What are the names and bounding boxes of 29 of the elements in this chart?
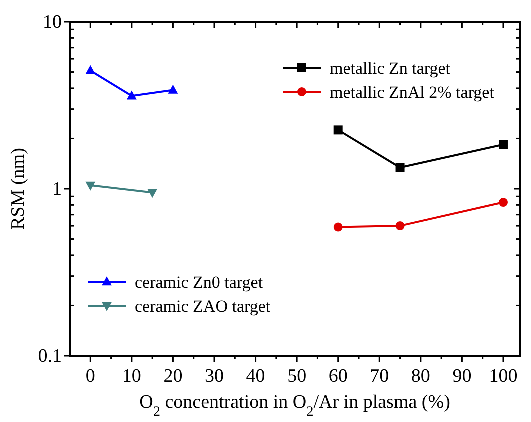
point — [126, 90, 137, 100]
x-tick-label: 60 — [328, 366, 348, 387]
legend-label: ceramic ZAO target — [135, 297, 271, 316]
point — [498, 198, 508, 208]
x-tick-label: 0 — [86, 366, 96, 387]
y-tick-label: 10 — [43, 12, 62, 33]
x-tick-label: 20 — [164, 366, 183, 387]
point — [396, 222, 405, 231]
point — [396, 163, 405, 172]
x-tick-label: 70 — [370, 366, 390, 387]
legend-label: metallic ZnAl 2% target — [330, 83, 495, 102]
x-tick-label: 50 — [288, 366, 307, 387]
x-tick-label: 10 — [122, 366, 142, 387]
x-tick-label: 90 — [452, 366, 472, 387]
x-tick-label: 30 — [204, 366, 224, 387]
point — [334, 126, 343, 135]
x-axis-title: O$_{2}$ concentration in O$_{2}$/Ar in plasma (%) — [140, 392, 450, 420]
point — [498, 140, 508, 150]
legend-label: metallic Zn target — [330, 59, 451, 78]
point — [86, 65, 96, 74]
y-tick-label: 0.1 — [38, 346, 62, 367]
y-tick-label: 1 — [52, 179, 62, 200]
point — [334, 222, 343, 232]
legend-label: ceramic Zn0 target — [135, 273, 264, 292]
x-tick-label: 100 — [489, 366, 518, 387]
point — [168, 84, 178, 94]
y-axis-title: RSM (nm) — [8, 148, 29, 230]
x-tick-label: 80 — [411, 366, 430, 387]
x-tick-label: 40 — [246, 366, 266, 387]
